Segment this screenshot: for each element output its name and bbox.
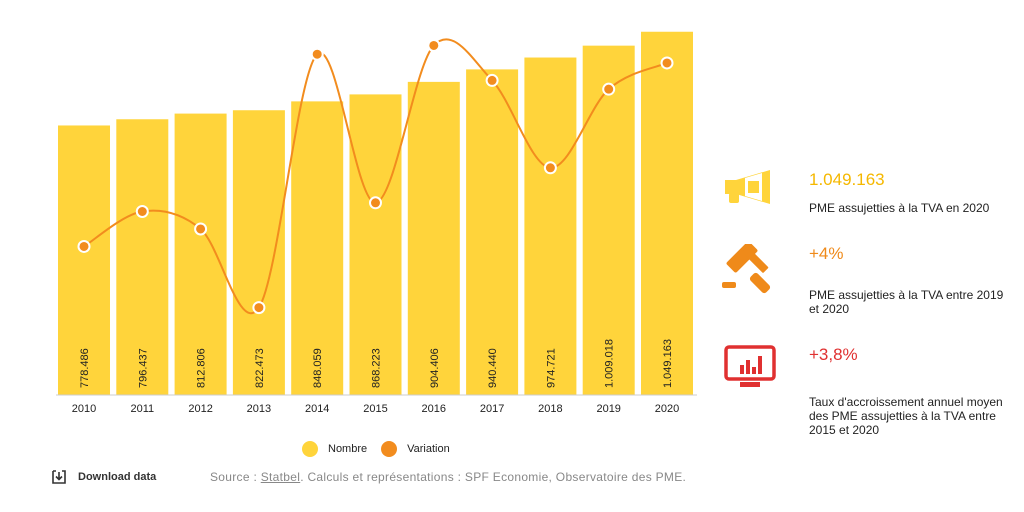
bar-label-2011: 796.437 [137, 348, 149, 388]
variation-point-2020[interactable] [660, 56, 674, 70]
bar-2011[interactable] [116, 119, 169, 395]
variation-point-2019[interactable] [602, 82, 616, 96]
x-tick-2011: 2011 [130, 403, 154, 415]
legend-swatch-nombre [302, 441, 318, 457]
x-tick-2014: 2014 [305, 403, 329, 415]
x-tick-2013: 2013 [247, 403, 271, 415]
bar-2018[interactable] [524, 57, 577, 395]
x-tick-2015: 2015 [363, 403, 387, 415]
megaphone-icon [725, 170, 770, 204]
legend-label-nombre: Nombre [328, 443, 368, 455]
bar-2019[interactable] [582, 45, 635, 396]
variation-point-2014[interactable] [310, 47, 324, 61]
kpi-total-desc: PME assujetties à la TVA en 2020 [809, 201, 990, 215]
variation-points [77, 38, 674, 315]
kpi-total-value: 1.049.163 [809, 170, 885, 189]
bar-label-2019: 1.009.018 [604, 339, 616, 388]
bar-label-2015: 868.223 [371, 348, 383, 388]
variation-point-2015[interactable] [369, 196, 382, 210]
gavel-icon [722, 244, 771, 294]
bar-label-2020: 1.049.163 [662, 339, 674, 388]
bar-2014[interactable] [291, 101, 344, 395]
x-tick-2012: 2012 [188, 403, 212, 415]
bar-2012[interactable] [174, 113, 227, 396]
kpi-growth-annual-value: +3,8% [809, 345, 858, 364]
download-icon [52, 470, 66, 484]
bar-label-2012: 812.806 [196, 348, 208, 388]
variation-point-2018[interactable] [543, 161, 557, 175]
bar-2017[interactable] [466, 69, 519, 395]
download-data-button[interactable]: Download data [52, 470, 156, 484]
bar-2013[interactable] [232, 110, 285, 395]
bar-label-2014: 848.059 [312, 348, 324, 388]
bar-2020[interactable] [641, 31, 693, 396]
bar-2015[interactable] [349, 94, 402, 396]
combo-chart: 778.486 796.437 812.806 822.473 848.059 868.2… [56, 31, 697, 415]
kpi-growth-year-desc: PME assujetties à la TVA entre 2019 et 2… [809, 288, 1004, 316]
x-tick-2020: 2020 [655, 403, 679, 415]
legend-swatch-variation [381, 441, 398, 457]
bar-label-2010: 778.486 [79, 348, 91, 388]
legend-label-variation: Variation [407, 443, 450, 455]
variation-point-2010[interactable] [77, 239, 91, 253]
bar-2016[interactable] [407, 81, 460, 395]
legend: Nombre Variation [302, 441, 464, 457]
variation-point-2016[interactable] [427, 38, 441, 52]
x-tick-2016: 2016 [422, 403, 446, 415]
download-label: Download data [78, 471, 157, 483]
bar-2010[interactable] [58, 125, 110, 395]
x-tick-2017: 2017 [480, 403, 504, 415]
bar-label-2013: 822.473 [254, 348, 266, 388]
variation-point-2017[interactable] [485, 73, 499, 87]
variation-point-2013[interactable] [252, 301, 266, 315]
x-tick-2019: 2019 [596, 403, 620, 415]
x-tick-2010: 2010 [72, 403, 96, 415]
source-note: Source : Statbel. Calculs et représentat… [210, 470, 686, 484]
source-prefix: Source : [210, 470, 261, 484]
kpi-growth-annual-desc: Taux d'accroissement annuel moyen des PM… [809, 395, 1003, 437]
source-suffix: . Calculs et représentations : SPF Econo… [300, 470, 687, 484]
legend-item-nombre[interactable]: Nombre [302, 441, 367, 457]
x-axis-labels: 2010 2011 2012 2013 2014 2015 2016 2017 2018 2019… [72, 403, 679, 415]
bar-labels-group: 778.486 796.437 812.806 822.473 848.059 868.2… [79, 339, 674, 388]
kpi-growth-year-value: +4% [809, 244, 844, 263]
bars-group [58, 31, 693, 396]
variation-point-2012[interactable] [194, 222, 208, 236]
legend-item-variation[interactable]: Variation [381, 441, 450, 457]
source-link-statbel[interactable]: Statbel [260, 470, 301, 484]
monitor-chart-icon [724, 345, 776, 387]
x-tick-2018: 2018 [538, 403, 562, 415]
bar-label-2017: 940.440 [487, 348, 499, 388]
bar-label-2018: 974.721 [545, 348, 557, 388]
variation-point-2011[interactable] [135, 205, 149, 218]
bar-label-2016: 904.406 [429, 348, 441, 388]
